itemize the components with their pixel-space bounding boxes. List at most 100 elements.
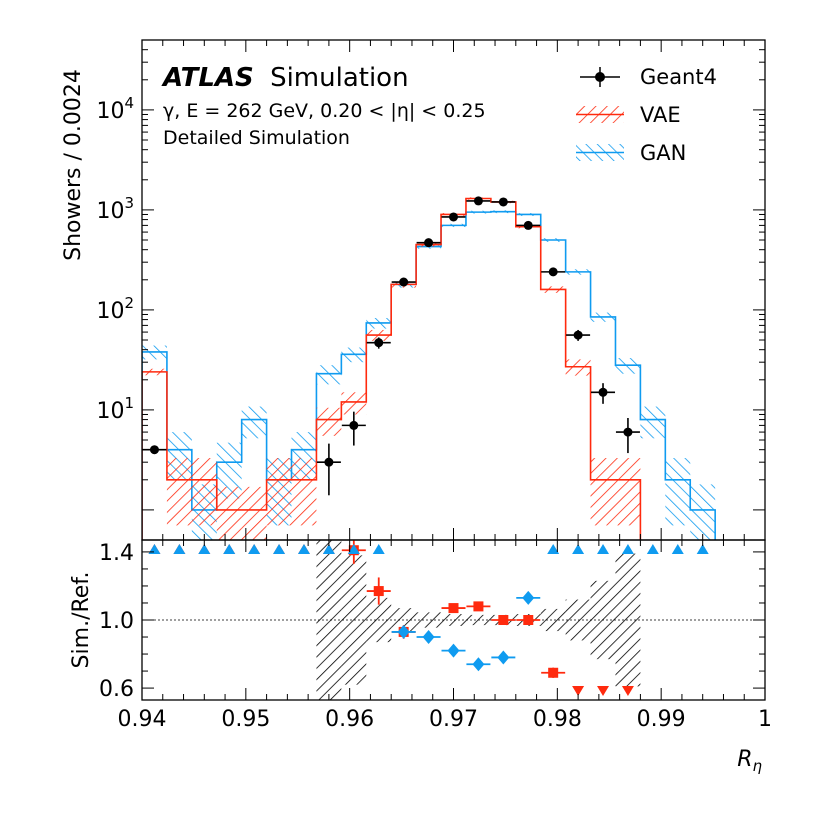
gan-off-scale-arrow <box>597 544 610 554</box>
vae-ratio-point <box>448 603 459 614</box>
gan-uncertainty-bin <box>241 406 267 439</box>
geant4-point <box>523 220 533 230</box>
geant4-point <box>349 420 359 430</box>
reference-uncertainty-bin <box>540 608 566 632</box>
y-tick-label-exponent: 3 <box>124 194 134 212</box>
gan-off-scale-arrow <box>297 544 310 554</box>
gan-off-scale-arrow <box>547 544 560 554</box>
vae-ratio-point <box>498 615 509 625</box>
y-tick-label-base: 10 <box>96 299 124 324</box>
geant4-point <box>573 330 583 340</box>
gan-off-scale-arrow <box>322 544 335 554</box>
gan-off-scale-arrow <box>621 544 634 554</box>
vae-ratio-point <box>473 601 484 612</box>
x-axis-label: Rη <box>737 747 762 775</box>
geant4-point <box>449 212 458 222</box>
vae-uncertainty-bin <box>316 407 342 436</box>
y-tick-label-base: 10 <box>96 199 124 224</box>
geant4-point <box>149 445 159 455</box>
y-axis-label: Showers / 0.0024 <box>61 69 86 261</box>
vae-uncertainty-bin <box>191 458 217 526</box>
ratio-y-tick-label: 1.4 <box>99 541 134 566</box>
geant4-point <box>374 338 384 348</box>
vae-ratio-point <box>373 586 384 597</box>
ratio-y-tick-label: 1.0 <box>99 609 134 634</box>
gan-off-scale-arrow <box>646 544 659 554</box>
geant4-marker-icon <box>595 72 605 82</box>
vae-uncertainty-bin <box>166 458 192 526</box>
x-tick-label: 1 <box>758 707 772 732</box>
y-tick-label-exponent: 1 <box>124 394 134 412</box>
gan-off-scale-arrow <box>273 544 286 554</box>
reference-uncertainty-bin <box>416 612 442 628</box>
geant4-point <box>623 427 633 437</box>
legend-item-gan: GAN <box>576 141 686 165</box>
vae-uncertainty-bin <box>291 458 317 526</box>
gan-off-scale-arrow <box>696 544 709 554</box>
y-tick-label-exponent: 4 <box>124 94 134 112</box>
legend-item-geant4: Geant4 <box>580 65 717 89</box>
gan-uncertainty-bin <box>316 365 342 385</box>
legend-item-vae: VAE <box>576 103 681 127</box>
vae-uncertainty-bin <box>216 486 242 540</box>
geant4-point <box>548 267 558 277</box>
vae-off-scale-arrow <box>572 686 585 696</box>
x-tick-label: 0.94 <box>118 707 167 732</box>
gan-uncertainty-bin <box>690 484 716 540</box>
vae-uncertainty-bin <box>590 458 616 526</box>
geant4-point <box>498 197 508 207</box>
y-tick-label-base: 10 <box>96 99 124 124</box>
gan-uncertainty-bin <box>665 458 691 526</box>
x-axis-label-subscript: η <box>752 757 762 775</box>
x-tick-label: 0.95 <box>221 707 270 732</box>
ratio-plot-frame <box>141 539 766 701</box>
geant4-point <box>598 387 608 397</box>
gan-uncertainty-bin <box>640 406 666 439</box>
legend: Geant4 VAE GAN <box>576 65 717 165</box>
vae-uncertainty-bin <box>615 458 641 526</box>
x-tick-label: 0.97 <box>429 707 478 732</box>
vae-ratio-point <box>548 667 559 678</box>
geant4-point <box>399 277 409 287</box>
gan-off-scale-arrow <box>223 544 236 554</box>
gan-ratio-point <box>497 650 510 665</box>
vae-uncertainty-bin <box>266 458 292 526</box>
gan-ratio-point <box>397 624 410 639</box>
gan-off-scale-arrow <box>347 544 360 554</box>
gan-off-scale-arrow <box>671 544 684 554</box>
x-axis-label-symbol: R <box>737 747 752 772</box>
gan-ratio-point <box>472 657 485 672</box>
ratio-panel: 0.6 1.0 1.4 0.94 0.95 0.96 0.97 0.98 0.99 1 Sim./… <box>69 539 772 775</box>
gan-off-scale-arrow <box>148 544 161 554</box>
reference-uncertainty-bin <box>441 614 466 626</box>
legend-label-gan: GAN <box>640 141 686 165</box>
vae-off-scale-arrow <box>621 686 634 696</box>
gan-off-scale-arrow <box>198 544 211 554</box>
gan-ratio-point <box>522 590 535 605</box>
legend-label-geant4: Geant4 <box>640 65 717 89</box>
vae-uncertainty-bin <box>341 392 367 415</box>
geant4-point <box>424 238 434 248</box>
vae-ratio-point <box>523 615 534 625</box>
info-line-1: γ, E = 262 GeV, 0.20 < |η| < 0.25 <box>163 100 486 122</box>
ratio-y-axis-label: Sim./Ref. <box>69 572 94 669</box>
vae-off-scale-arrow <box>597 686 610 696</box>
info-line-2: Detailed Simulation <box>163 127 350 149</box>
ratio-y-tick-label: 0.6 <box>99 677 134 702</box>
gan-ratio-point <box>422 630 435 645</box>
gan-off-scale-arrow <box>173 544 186 554</box>
geant4-point <box>473 196 483 206</box>
x-tick-label: 0.96 <box>325 707 374 732</box>
y-tick-label: 101 <box>96 394 134 424</box>
x-tick-label: 0.98 <box>533 707 582 732</box>
x-tick-label: 0.99 <box>637 707 686 732</box>
gan-off-scale-arrow <box>572 544 585 554</box>
y-tick-label: 103 <box>96 194 134 224</box>
geant4-point <box>324 457 334 467</box>
reference-uncertainty-bin <box>316 540 342 700</box>
legend-label-vae: VAE <box>640 103 681 127</box>
gan-ratio-point <box>447 643 460 658</box>
y-tick-label-base: 10 <box>96 399 124 424</box>
